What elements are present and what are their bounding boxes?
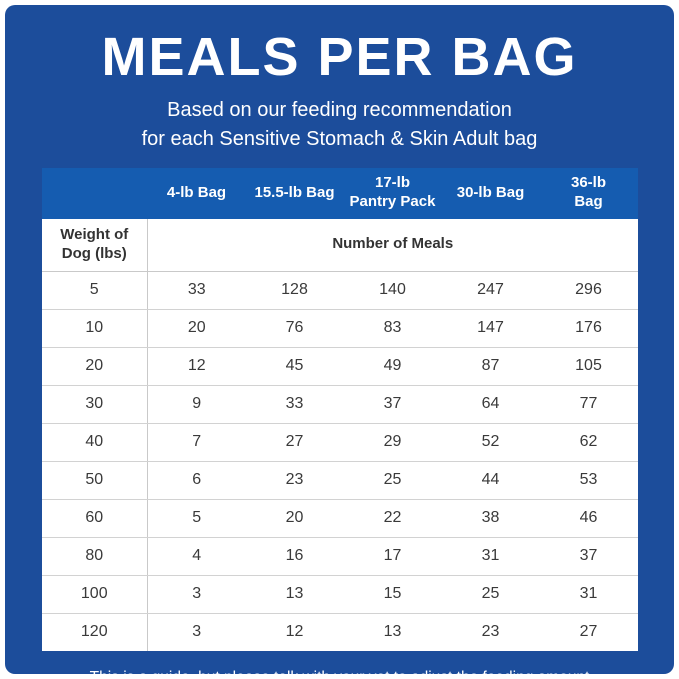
meals-cell: 22	[343, 499, 442, 538]
column-header: 15.5-lb Bag	[245, 167, 344, 219]
weight-cell: 60	[41, 499, 148, 538]
meals-cell: 20	[147, 309, 246, 348]
meals-per-bag-table: 4-lb Bag 15.5-lb Bag 17-lb Pantry Pack 30-l…	[41, 167, 638, 651]
meals-cell: 25	[441, 575, 540, 614]
meals-cell: 33	[245, 385, 344, 424]
subtitle-line-2: for each Sensitive Stomach & Skin Adult …	[141, 127, 538, 150]
meals-cell: 17	[343, 537, 442, 576]
meals-cell: 23	[481, 623, 500, 641]
meals-cell: 128	[245, 271, 344, 310]
meals-cell: 53	[539, 461, 638, 500]
meals-cell: 83	[343, 309, 442, 348]
meals-cell: 23	[245, 461, 344, 500]
meals-cell: 64	[441, 385, 540, 424]
table-header-row: 4-lb Bag 15.5-lb Bag 17-lb Pantry Pack 30-l…	[41, 167, 638, 219]
meals-cell: 27	[579, 623, 598, 641]
footnote: This is a guide, but please talk with yo…	[5, 666, 674, 674]
table-row: 50 6 23 25 44 53	[41, 461, 638, 500]
meals-per-bag-panel: MEALS PER BAG Based on our feeding recom…	[5, 5, 674, 674]
meals-cell: 147	[441, 309, 540, 348]
meals-cell: 20	[245, 499, 344, 538]
meals-cell: 140	[343, 271, 442, 310]
meals-cell: 29	[343, 423, 442, 462]
column-header: 36-lb Bag	[539, 167, 638, 219]
meals-cell: 12	[285, 623, 304, 641]
meals-cell: 27	[245, 423, 344, 462]
meals-cell: 247	[441, 271, 540, 310]
meals-cell: 7	[147, 423, 246, 462]
meals-cell: 37	[539, 537, 638, 576]
column-header: 4-lb Bag	[147, 167, 246, 219]
weight-cell: 30	[41, 385, 148, 424]
meals-cell: 5	[147, 499, 246, 538]
meals-cell: 37	[343, 385, 442, 424]
weight-cell: 40	[41, 423, 148, 462]
column-header: 30-lb Bag	[441, 167, 540, 219]
meals-cell: 33	[147, 271, 246, 310]
meals-cell: 49	[343, 347, 442, 386]
meals-cell: 62	[539, 423, 638, 462]
table-row: 100 3 13 15 25 31	[41, 575, 638, 614]
weight-cell: 100	[41, 575, 148, 614]
meals-cell: 45	[245, 347, 344, 386]
meals-cell: 296	[539, 271, 638, 310]
table-row: 30 9 33 37 64 77	[41, 385, 638, 424]
weight-cell: 5	[41, 271, 148, 310]
weight-cell: 50	[41, 461, 148, 500]
subtitle-line-1: Based on our feeding recommendation	[167, 98, 512, 121]
table-row: 20 12 45 49 87 105	[41, 347, 638, 386]
table-body: 5 33 128 140 247 296 10 20 76 83 147 176 20 12 45 49 87 1…	[41, 271, 638, 651]
page-title: MEALS PER BAG	[101, 27, 578, 87]
table-row: 40 7 27 29 52 62	[41, 423, 638, 462]
subtitle: Based on our feeding recommendation for …	[5, 96, 674, 154]
meals-cell: 6	[147, 461, 246, 500]
table-row: 10 20 76 83 147 176	[41, 309, 638, 348]
meals-cell: 25	[343, 461, 442, 500]
column-header: 17-lb Pantry Pack	[343, 167, 442, 219]
meals-cell: 176	[539, 309, 638, 348]
table-row: 5 33 128 140 247 296	[41, 271, 638, 310]
weight-of-dog-header: Weight of Dog (lbs)	[41, 218, 148, 272]
meals-cell: 31	[441, 537, 540, 576]
meals-cell: 105	[539, 347, 638, 386]
meals-cell: 38	[441, 499, 540, 538]
meals-cell: 77	[539, 385, 638, 424]
meals-cell: 52	[441, 423, 540, 462]
meals-cell: 13	[245, 575, 344, 614]
meals-cell: 12	[147, 347, 246, 386]
meals-cell: 4	[147, 537, 246, 576]
weight-cell: 80	[41, 537, 148, 576]
meals-cell: 13	[383, 623, 402, 641]
meals-cell: 46	[539, 499, 638, 538]
table-subheader-row: Weight of Dog (lbs) Number of Meals	[41, 218, 638, 272]
meals-cell: 76	[245, 309, 344, 348]
meals-cell: 44	[441, 461, 540, 500]
table-row: 80 4 16 17 31 37	[41, 537, 638, 576]
weight-cell: 10	[41, 309, 148, 348]
meals-cell: 15	[343, 575, 442, 614]
meals-cell: 16	[245, 537, 344, 576]
number-of-meals-header: Number of Meals	[147, 218, 638, 272]
weight-cell: 20	[41, 347, 148, 386]
meals-cell: 87	[441, 347, 540, 386]
meals-cell: 3	[147, 575, 246, 614]
table-row: 60 5 20 22 38 46	[41, 499, 638, 538]
footnote-line-1: This is a guide, but please talk with yo…	[90, 669, 590, 674]
table-row: 120 3 12 13 23 27	[41, 613, 638, 651]
meals-cell: 9	[147, 385, 246, 424]
table-corner-cell	[41, 167, 148, 219]
meals-cell: 31	[539, 575, 638, 614]
weight-cell: 120	[41, 613, 148, 651]
meals-cell: 3	[192, 623, 202, 641]
